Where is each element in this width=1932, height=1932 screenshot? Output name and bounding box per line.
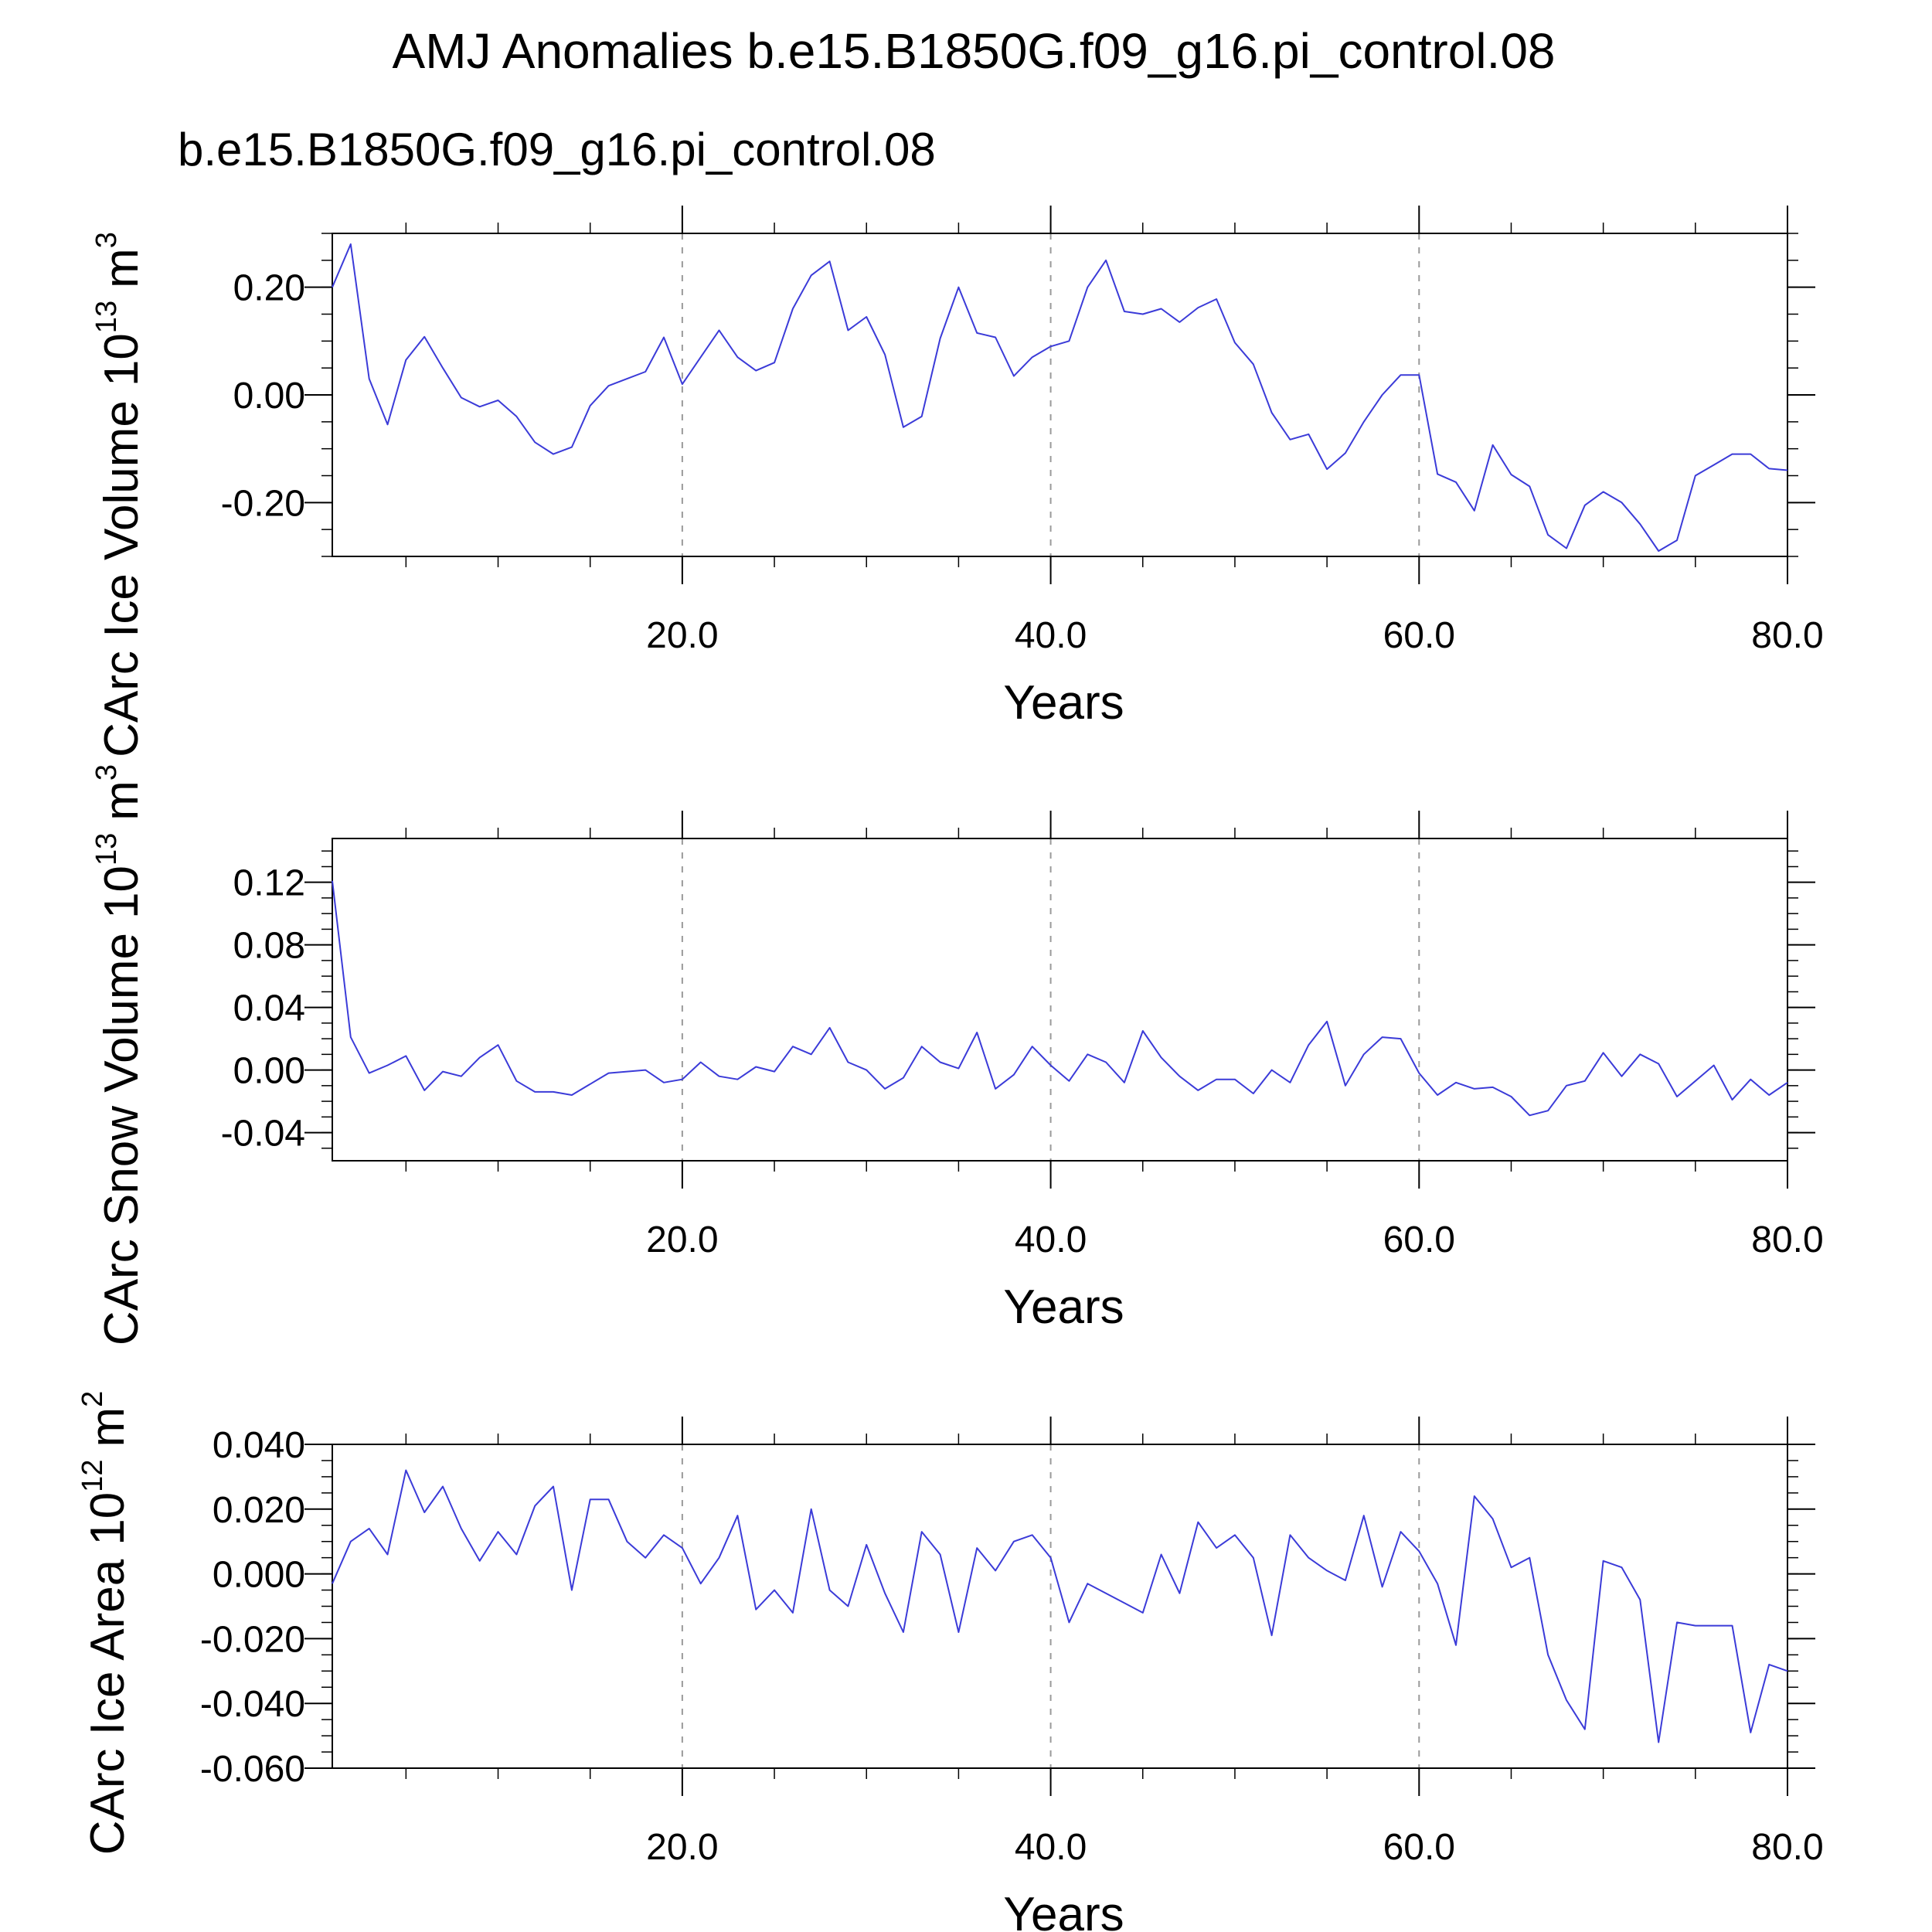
y-unit-base: 10 xyxy=(95,866,148,919)
x-tick-label: 60.0 xyxy=(1383,1827,1455,1868)
plot-frame xyxy=(332,838,1788,1162)
y-axis-label-name: CArc Ice Area xyxy=(81,1559,134,1855)
x-tick-label: 40.0 xyxy=(1015,1219,1087,1260)
y-tick-label: 0.04 xyxy=(233,988,305,1029)
ice-volume-panel: 20.0 40.0 60.0 80.0 -0.20 0.00 0.20 Years CArc I… xyxy=(90,206,1824,757)
y-unit-exponent: 12 xyxy=(77,1460,109,1492)
y-tick-label: -0.20 xyxy=(221,483,305,524)
snow-volume-panel: 20.0 40.0 60.0 80.0 -0.04 0.00 0.04 0.08 0.12 Yea… xyxy=(90,764,1824,1345)
x-axis-label: Years xyxy=(1003,1888,1124,1932)
y-axis-label-name: CArc Snow Volume xyxy=(95,933,148,1345)
y-unit-m-exponent: 3 xyxy=(90,764,123,781)
plot-frame xyxy=(332,1444,1788,1769)
y-unit-m: m xyxy=(95,248,148,288)
y-tick-label: -0.040 xyxy=(200,1684,305,1725)
chart-subtitle: b.e15.B1850G.f09_g16.pi_control.08 xyxy=(178,124,936,175)
y-unit-m: m xyxy=(81,1407,134,1447)
y-tick-label: 0.000 xyxy=(213,1555,305,1596)
x-tick-label: 80.0 xyxy=(1751,615,1823,656)
ice-area-panel: 20.0 40.0 60.0 80.0 -0.060 -0.040 -0.020 0.000 0… xyxy=(77,1391,1824,1932)
y-tick-label: -0.020 xyxy=(200,1619,305,1660)
y-tick-label: 0.12 xyxy=(233,863,305,904)
y-axis-label: CArc Ice Volume 1013 m3 xyxy=(90,232,148,757)
y-tick-label: 0.00 xyxy=(233,376,305,417)
x-tick-label: 80.0 xyxy=(1751,1827,1823,1868)
x-tick-label: 80.0 xyxy=(1751,1219,1823,1260)
y-unit-m-exponent: 3 xyxy=(90,232,123,248)
y-tick-label: -0.060 xyxy=(200,1749,305,1790)
y-unit-base: 10 xyxy=(81,1492,134,1546)
y-axis-label-name: CArc Ice Volume xyxy=(95,400,148,757)
y-unit-m-exponent: 2 xyxy=(77,1391,109,1407)
chart-title: AMJ Anomalies b.e15.B1850G.f09_g16.pi_co… xyxy=(393,23,1556,79)
x-tick-label: 60.0 xyxy=(1383,615,1455,656)
series-line xyxy=(332,243,1788,552)
series-line xyxy=(332,1469,1788,1743)
y-axis-label: CArc Ice Area 1012 m2 xyxy=(77,1391,134,1855)
y-tick-label: 0.040 xyxy=(213,1425,305,1466)
y-tick-label: 0.020 xyxy=(213,1490,305,1531)
y-tick-label: 0.20 xyxy=(233,268,305,309)
x-tick-label: 40.0 xyxy=(1015,1827,1087,1868)
y-tick-label: 0.00 xyxy=(233,1051,305,1092)
y-unit-exponent: 13 xyxy=(90,833,123,866)
y-tick-label: -0.04 xyxy=(221,1114,305,1155)
x-tick-label: 20.0 xyxy=(646,615,718,656)
x-tick-label: 20.0 xyxy=(646,1219,718,1260)
y-tick-label: 0.08 xyxy=(233,926,305,967)
x-tick-label: 20.0 xyxy=(646,1827,718,1868)
x-axis-label: Years xyxy=(1003,676,1124,730)
plot-frame xyxy=(332,233,1788,557)
x-tick-label: 40.0 xyxy=(1015,615,1087,656)
y-axis-label: CArc Snow Volume 1013 m3 xyxy=(90,764,148,1345)
y-unit-exponent: 13 xyxy=(90,301,123,333)
x-tick-label: 60.0 xyxy=(1383,1219,1455,1260)
series-line xyxy=(332,880,1788,1117)
x-axis-label: Years xyxy=(1003,1281,1124,1334)
y-unit-m: m xyxy=(95,781,148,821)
y-unit-base: 10 xyxy=(95,333,148,386)
